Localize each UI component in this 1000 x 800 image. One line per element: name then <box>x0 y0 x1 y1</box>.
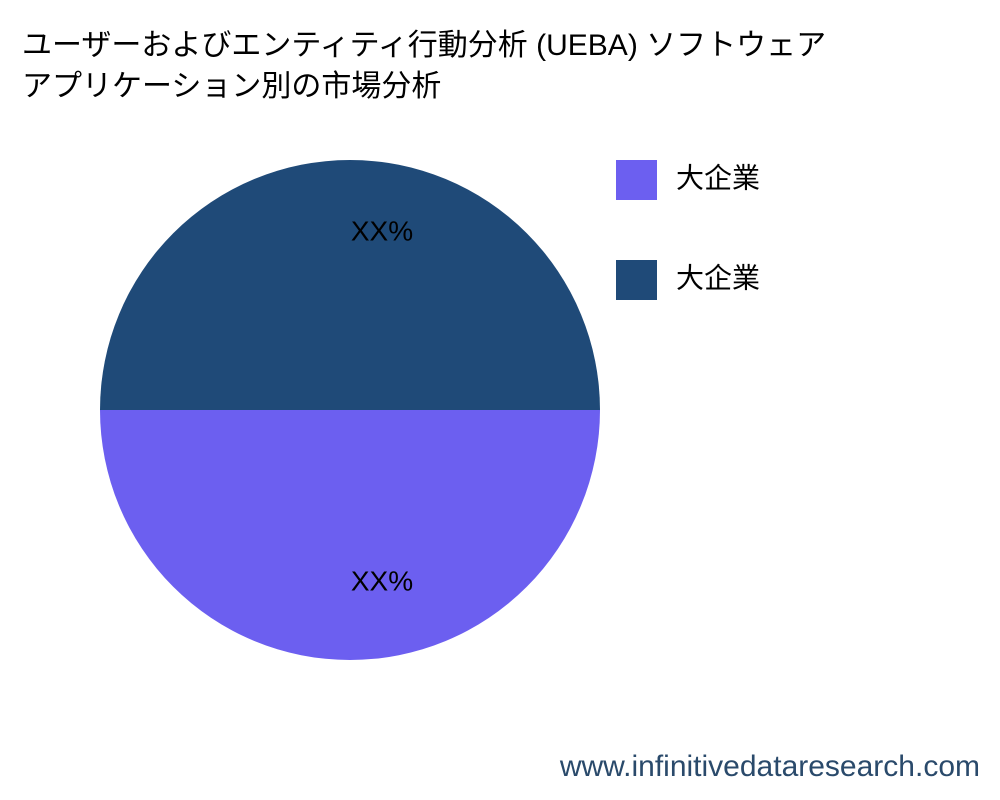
slice-label: XX% <box>351 215 413 246</box>
legend-label: 大企業 <box>676 262 760 293</box>
chart-title: ユーザーおよびエンティティ行動分析 (UEBA) ソフトウェア <box>22 29 826 62</box>
pie-slice <box>100 160 600 410</box>
pie-slice <box>100 410 600 660</box>
legend-swatch <box>616 260 657 300</box>
chart-title: アプリケーション別の市場分析 <box>22 70 441 103</box>
slice-label: XX% <box>351 565 413 596</box>
legend-swatch <box>616 160 657 200</box>
legend-label: 大企業 <box>676 162 760 193</box>
watermark: www.infinitivedataresearch.com <box>559 750 980 783</box>
